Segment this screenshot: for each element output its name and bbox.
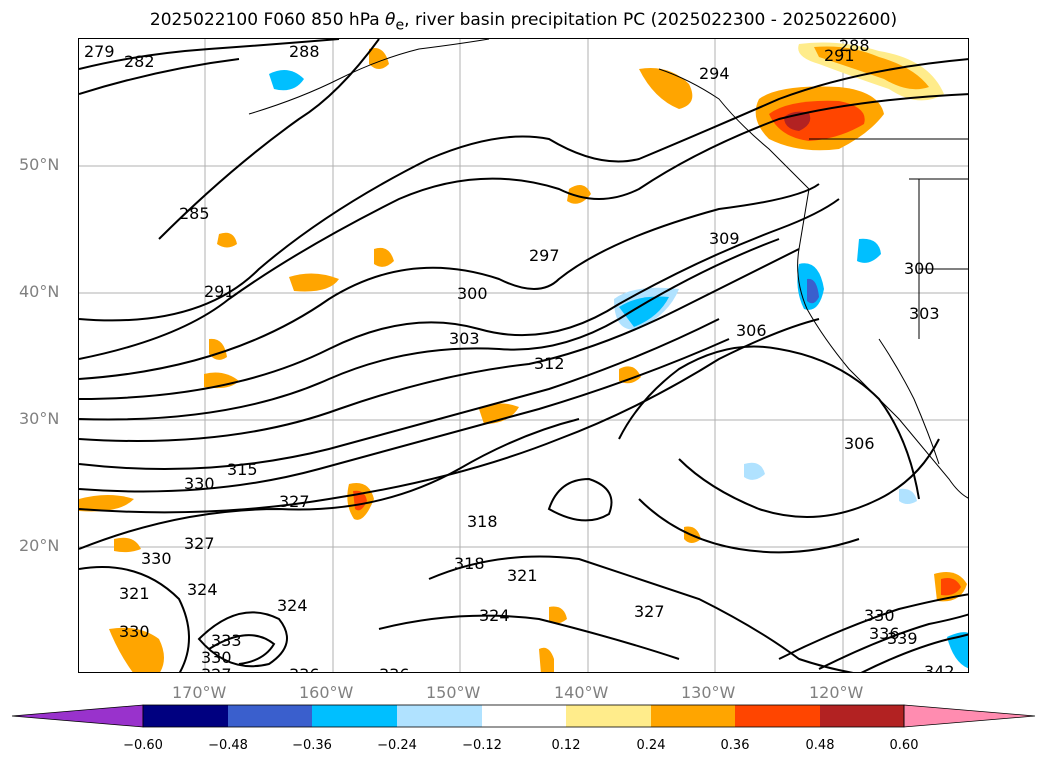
colorbar bbox=[11, 704, 1036, 728]
contour-label: 330 bbox=[119, 622, 150, 641]
contour-label: 330 bbox=[201, 648, 232, 667]
colorbar-segment bbox=[735, 705, 820, 727]
contour-label: 318 bbox=[467, 512, 498, 531]
colorbar-tick: 0.36 bbox=[720, 738, 750, 753]
contour-label: 333 bbox=[211, 631, 242, 650]
colorbar-tick: 0.12 bbox=[551, 738, 581, 753]
contour-label: 306 bbox=[844, 434, 875, 453]
contour-label: 324 bbox=[277, 596, 308, 615]
colorbar-tick: −0.12 bbox=[462, 738, 502, 753]
contour-label: 282 bbox=[124, 52, 155, 71]
colorbar-segment bbox=[143, 705, 228, 727]
colorbar-tick: −0.24 bbox=[377, 738, 417, 753]
lon-label: 140°W bbox=[554, 683, 609, 702]
lon-label: 130°W bbox=[681, 683, 736, 702]
contour-label: 327 bbox=[634, 602, 665, 621]
contour-label: 300 bbox=[904, 259, 935, 278]
lon-label: 120°W bbox=[809, 683, 864, 702]
colorbar-segment bbox=[820, 705, 904, 727]
colorbar-extend-high bbox=[903, 704, 1036, 728]
contour-label: 306 bbox=[736, 321, 767, 340]
lon-label: 150°W bbox=[426, 683, 481, 702]
colorbar-tick: 0.24 bbox=[636, 738, 666, 753]
contour-label: 318 bbox=[454, 554, 485, 573]
colorbar-segment bbox=[312, 705, 397, 727]
contour-label: 288 bbox=[289, 42, 320, 61]
colorbar-tick: −0.60 bbox=[123, 738, 163, 753]
contour-label: 327 bbox=[201, 665, 232, 673]
colorbar-segment bbox=[566, 705, 651, 727]
contour-label: 324 bbox=[187, 580, 218, 599]
contour-label: 321 bbox=[119, 584, 150, 603]
contour-label: 330 bbox=[184, 474, 215, 493]
colorbar-tick: −0.48 bbox=[208, 738, 248, 753]
colorbar-tick: −0.36 bbox=[292, 738, 332, 753]
contour-label: 324 bbox=[479, 606, 510, 625]
map-panel: 279 282 288 291 288 294 285 291 297 300 … bbox=[78, 38, 969, 673]
colorbar-segment bbox=[651, 705, 735, 727]
contour-label: 291 bbox=[824, 46, 855, 65]
lat-label: 30°N bbox=[19, 409, 60, 428]
contour-label: 321 bbox=[507, 566, 538, 585]
colorbar-tick: 0.48 bbox=[805, 738, 835, 753]
map-title: 2025022100 F060 850 hPa θe, river basin … bbox=[149, 10, 898, 34]
contour-labels: 279 282 288 291 288 294 285 291 297 300 … bbox=[84, 39, 955, 673]
contour-label: 339 bbox=[887, 629, 918, 648]
contour-label: 342 bbox=[924, 662, 955, 673]
contour-label: 294 bbox=[699, 64, 730, 83]
contour-label: 291 bbox=[204, 282, 235, 301]
lat-label: 40°N bbox=[19, 282, 60, 301]
contour-label: 327 bbox=[184, 534, 215, 553]
contour-label: 285 bbox=[179, 204, 210, 223]
lat-label: 50°N bbox=[19, 155, 60, 174]
colorbar-extend-low bbox=[11, 704, 144, 728]
contour-label: 303 bbox=[449, 329, 480, 348]
contour-label: 288 bbox=[839, 39, 870, 55]
colorbar-segment bbox=[228, 705, 312, 727]
contour-label: 330 bbox=[141, 549, 172, 568]
map-canvas: 279 282 288 291 288 294 285 291 297 300 … bbox=[79, 39, 968, 673]
colorbar-tick: 0.60 bbox=[889, 738, 919, 753]
contour-label: 315 bbox=[227, 460, 258, 479]
lon-label: 160°W bbox=[299, 683, 354, 702]
contour-label: 300 bbox=[457, 284, 488, 303]
contour-label: 327 bbox=[279, 492, 310, 511]
contour-label: 279 bbox=[84, 42, 115, 61]
contour-label: 336 bbox=[289, 665, 320, 673]
colorbar-segment bbox=[397, 705, 482, 727]
theta-e-contours bbox=[79, 39, 968, 672]
contour-label: 303 bbox=[909, 304, 940, 323]
contour-label: 336 bbox=[869, 624, 900, 643]
contour-label: 309 bbox=[709, 229, 740, 248]
lon-label: 170°W bbox=[172, 683, 227, 702]
colorbar-segment bbox=[482, 705, 566, 727]
contour-label: 330 bbox=[864, 606, 895, 625]
contour-label: 312 bbox=[534, 354, 565, 373]
contour-label: 336 bbox=[379, 665, 410, 673]
lat-label: 20°N bbox=[19, 536, 60, 555]
contour-label: 297 bbox=[529, 246, 560, 265]
